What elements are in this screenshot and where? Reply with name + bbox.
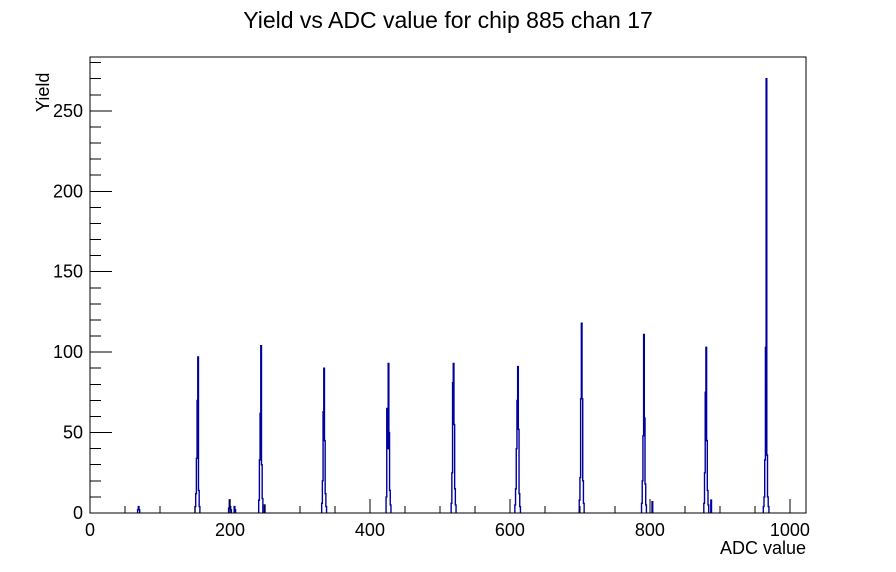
histogram-spike <box>762 78 770 513</box>
y-tick-label: 50 <box>63 423 83 443</box>
histogram-spike <box>514 365 522 513</box>
x-tick-label: 400 <box>355 520 385 540</box>
x-tick-label: 600 <box>495 520 525 540</box>
y-tick-label: 150 <box>53 262 83 282</box>
histogram-spike <box>710 499 713 513</box>
histogram-spike <box>385 362 392 513</box>
histogram-spike <box>651 501 654 513</box>
y-tick-label: 250 <box>53 101 83 121</box>
histogram-spike <box>703 346 710 513</box>
histogram-spike <box>578 322 585 513</box>
chart-title: Yield vs ADC value for chip 885 chan 17 <box>243 7 653 33</box>
x-axis-title: ADC value <box>719 538 806 558</box>
y-axis-title: Yield <box>33 72 53 112</box>
y-tick-label: 200 <box>53 181 83 201</box>
histogram-spike <box>136 505 141 513</box>
histogram-spike <box>194 356 201 513</box>
histogram-spike <box>233 505 237 513</box>
histogram-spike <box>320 367 328 513</box>
histogram-spike <box>450 362 457 513</box>
x-tick-label: 0 <box>85 520 95 540</box>
y-tick-label: 100 <box>53 342 83 362</box>
x-tick-label: 800 <box>635 520 665 540</box>
plot-frame <box>89 56 807 514</box>
histogram-spike <box>257 345 264 513</box>
histogram-spike <box>640 333 648 513</box>
y-tick-label: 0 <box>73 503 83 523</box>
x-tick-label: 200 <box>215 520 245 540</box>
x-tick-label: 1000 <box>770 520 810 540</box>
